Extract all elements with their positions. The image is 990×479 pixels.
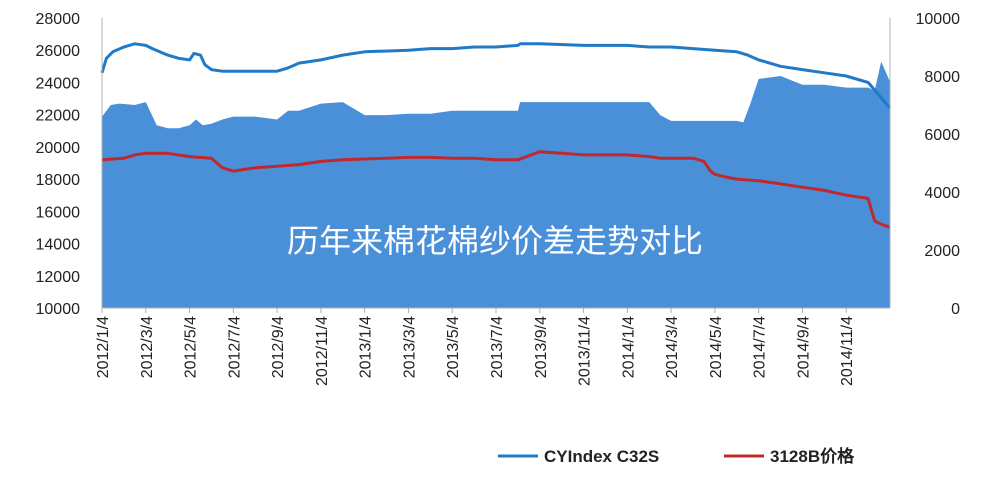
x-axis: 2012/1/4 2012/3/4 2012/5/4 2012/7/4 2012/9/4… <box>95 308 856 386</box>
spread-area-series <box>102 61 890 308</box>
x-tick-label: 2012/3/4 <box>139 316 156 378</box>
left-y-axis: 10000 12000 14000 16000 18000 20000 22000 24000… <box>36 11 81 318</box>
line-series-3128b-price <box>101 150 891 229</box>
x-tick-label: 2012/7/4 <box>226 316 243 378</box>
x-tick-label: 2014/1/4 <box>620 316 637 378</box>
right-y-tick-label: 8000 <box>924 69 960 86</box>
left-y-tick-label: 10000 <box>36 301 81 318</box>
x-tick-label: 2013/1/4 <box>358 316 375 378</box>
x-tick-label: 2012/1/4 <box>95 316 112 378</box>
x-tick-label: 2012/11/4 <box>314 316 331 386</box>
left-y-tick-label: 18000 <box>36 172 81 189</box>
right-y-tick-label: 0 <box>951 301 960 318</box>
left-y-tick-label: 26000 <box>36 43 81 60</box>
legend-label: 3128B价格 <box>770 446 855 466</box>
x-tick-label: 2014/5/4 <box>708 316 725 378</box>
right-y-tick-label: 10000 <box>916 11 961 28</box>
x-tick-label: 2013/9/4 <box>533 316 550 378</box>
legend-item: CYIndex C32S <box>498 447 659 466</box>
left-y-tick-label: 24000 <box>36 75 81 92</box>
line-series-group <box>100 42 892 229</box>
left-y-tick-label: 28000 <box>36 11 81 28</box>
right-y-tick-label: 4000 <box>924 185 960 202</box>
left-y-tick-label: 14000 <box>36 237 81 254</box>
right-y-tick-label: 2000 <box>924 243 960 260</box>
area-series-spread <box>102 61 890 308</box>
x-tick-label: 2014/9/4 <box>795 316 812 378</box>
legend: CYIndex C32S 3128B价格 <box>498 446 855 466</box>
x-tick-label: 2013/11/4 <box>577 316 594 386</box>
left-y-tick-label: 20000 <box>36 140 81 157</box>
line-series-cyindex-c32s <box>100 42 892 110</box>
x-tick-label: 2013/3/4 <box>401 316 418 378</box>
chart-title: 历年来棉花棉纱价差走势对比 <box>287 222 703 260</box>
x-tick-label: 2014/7/4 <box>752 316 769 378</box>
x-tick-label: 2013/5/4 <box>445 316 462 378</box>
right-y-axis: 0 2000 4000 6000 8000 10000 <box>916 11 961 318</box>
right-y-tick-label: 6000 <box>924 127 960 144</box>
x-tick-label: 2014/3/4 <box>664 316 681 378</box>
legend-item: 3128B价格 <box>724 446 855 466</box>
left-y-tick-label: 22000 <box>36 108 81 125</box>
left-y-tick-label: 16000 <box>36 204 81 221</box>
legend-label: CYIndex C32S <box>544 447 659 466</box>
x-tick-label: 2014/11/4 <box>839 316 856 386</box>
x-tick-label: 2012/9/4 <box>270 316 287 378</box>
x-tick-label: 2013/7/4 <box>489 316 506 378</box>
x-tick-label: 2012/5/4 <box>183 316 200 378</box>
left-y-tick-label: 12000 <box>36 269 81 286</box>
